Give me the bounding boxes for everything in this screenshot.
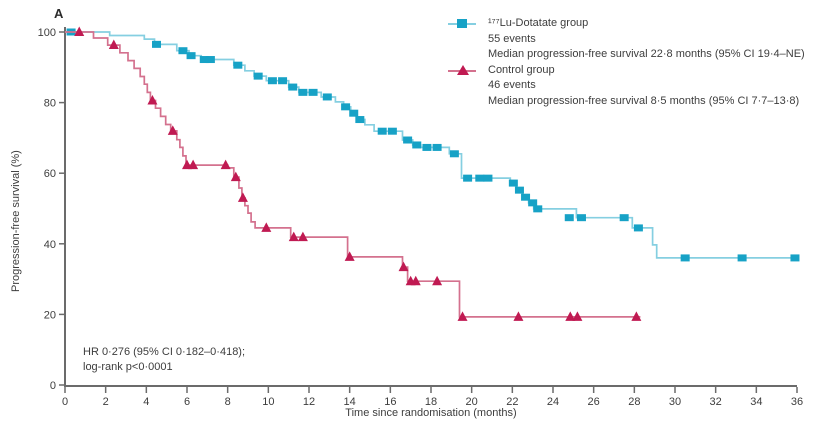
legend-control-median: Median progression-free survival 8·5 mon… — [488, 94, 800, 107]
panel-label: A — [54, 6, 64, 21]
legend-control-events: 46 events — [488, 79, 536, 91]
legend-label-lu-dotatate: ¹⁷⁷Lu-Dotatate group — [488, 17, 589, 29]
svg-text:16: 16 — [384, 396, 396, 408]
legend-lu-median: Median progression-free survival 22·8 mo… — [488, 48, 805, 60]
svg-text:30: 30 — [669, 396, 681, 408]
svg-text:10: 10 — [262, 396, 274, 408]
svg-text:6: 6 — [184, 396, 190, 408]
legend-item-lu-dotatate: ¹⁷⁷Lu-Dotatate group — [448, 16, 805, 32]
svg-text:26: 26 — [588, 396, 600, 408]
svg-text:18: 18 — [425, 396, 437, 408]
legend-item-control: Control group — [448, 63, 805, 79]
svg-text:28: 28 — [628, 396, 640, 408]
control-triangle-marker-icon — [448, 64, 476, 76]
svg-text:100: 100 — [38, 27, 56, 39]
svg-text:22: 22 — [506, 396, 518, 408]
hr-annotation-line1: HR 0·276 (95% CI 0·182–0·418); — [83, 346, 246, 358]
svg-text:2: 2 — [103, 396, 109, 408]
svg-text:34: 34 — [750, 396, 762, 408]
hr-annotation-line2: log-rank p<0·0001 — [83, 361, 173, 373]
x-axis-title: Time since randomisation (months) — [345, 407, 517, 419]
svg-text:60: 60 — [44, 168, 56, 180]
svg-text:4: 4 — [143, 396, 149, 408]
svg-text:20: 20 — [466, 396, 478, 408]
y-axis-title: Progression-free survival (%) — [10, 150, 22, 292]
lu-dotatate-square-marker-icon — [448, 18, 476, 29]
svg-text:12: 12 — [303, 396, 315, 408]
legend: ¹⁷⁷Lu-Dotatate group 55 events Median pr… — [448, 16, 805, 109]
svg-text:36: 36 — [791, 396, 803, 408]
svg-text:14: 14 — [344, 396, 356, 408]
svg-text:24: 24 — [547, 396, 559, 408]
svg-text:80: 80 — [44, 98, 56, 110]
svg-text:32: 32 — [710, 396, 722, 408]
svg-text:8: 8 — [225, 396, 231, 408]
svg-text:40: 40 — [44, 239, 56, 251]
legend-label-control: Control group — [488, 63, 555, 76]
hr-annotation: HR 0·276 (95% CI 0·182–0·418); log-rank … — [83, 345, 245, 375]
legend-lu-events: 55 events — [488, 32, 536, 45]
svg-text:0: 0 — [50, 380, 56, 392]
svg-text:0: 0 — [62, 396, 68, 408]
svg-text:20: 20 — [44, 309, 56, 321]
